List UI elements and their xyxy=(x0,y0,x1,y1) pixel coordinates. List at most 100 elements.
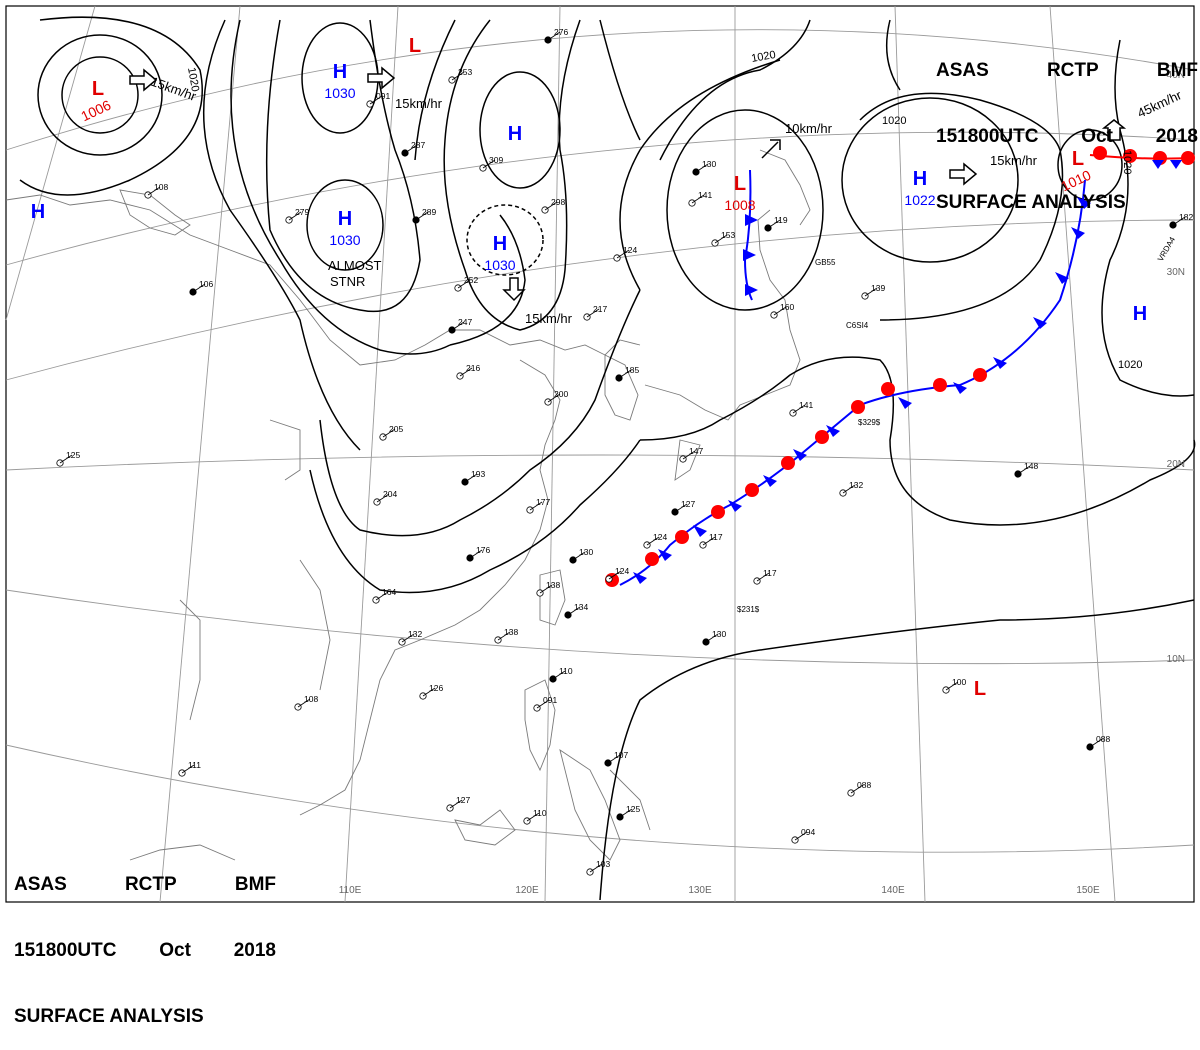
station-plot: 200 xyxy=(544,389,568,406)
wind-barb xyxy=(457,279,471,289)
wind-barb xyxy=(415,211,429,221)
header-station: RCTP xyxy=(124,874,177,895)
center-pressure: 1022 xyxy=(904,192,935,208)
cold-front-triangle xyxy=(1152,160,1164,169)
station-plot: 094 xyxy=(791,827,815,844)
high-symbol: H xyxy=(333,61,347,83)
almost-stationary-label: STNR xyxy=(330,274,365,289)
station-plot: 204 xyxy=(373,489,397,506)
high-symbol: H xyxy=(338,208,352,230)
warm-front xyxy=(1089,146,1195,169)
station-pressure: 298 xyxy=(551,197,565,207)
wind-barb xyxy=(544,201,558,211)
wind-barb xyxy=(382,428,396,438)
isobars xyxy=(19,16,1196,901)
cold-front-triangle xyxy=(658,549,672,561)
station-pressure: 160 xyxy=(780,302,794,312)
cold-front-triangle xyxy=(1055,272,1069,284)
wind-barb xyxy=(607,754,621,764)
station-plot: 117 xyxy=(699,532,723,549)
cold-front-triangle xyxy=(745,284,758,296)
station-pressure: 111 xyxy=(188,760,201,770)
station-plot: 176 xyxy=(466,545,490,562)
longitude-label: 110E xyxy=(339,885,362,896)
wind-barb xyxy=(792,404,806,414)
weather-map: 276 253 091 287 309 298 289 279 252 247 216 200 193 2… xyxy=(5,5,1196,903)
cold-front-triangle xyxy=(633,572,647,584)
station-pressure: 091 xyxy=(543,695,557,705)
header-month: Oct xyxy=(159,940,191,961)
station-pressure: 148 xyxy=(1024,461,1038,471)
wind-barb xyxy=(618,369,632,379)
isobar-label: 1020 xyxy=(750,49,776,65)
station-plot: 108 xyxy=(294,694,318,711)
latitude-label: 20N xyxy=(1167,459,1185,470)
station-plot: 100 xyxy=(942,677,966,694)
station-plot: 088 xyxy=(847,780,871,797)
header-station: RCTP xyxy=(1046,60,1099,81)
station-plot: 279 xyxy=(285,207,309,224)
station-plot: 124 xyxy=(613,245,637,262)
station-plot: 205 xyxy=(379,424,403,441)
header-year: 2018 xyxy=(1155,126,1198,147)
warm-front-bump xyxy=(781,456,795,470)
station-pressure: 125 xyxy=(626,804,640,814)
station-id-label: $231$ xyxy=(737,605,760,614)
station-pressure: 217 xyxy=(593,304,607,314)
wind-barb xyxy=(691,194,705,204)
wind-barb xyxy=(589,863,603,873)
header-agency: ASAS xyxy=(936,60,989,81)
station-pressure: 147 xyxy=(689,446,703,456)
cold-front-triangle xyxy=(693,525,707,537)
warm-front-bump xyxy=(881,382,895,396)
station-pressure: 182 xyxy=(1179,212,1193,222)
high-center: H 1022 xyxy=(904,168,935,208)
station-pressure: 138 xyxy=(546,580,560,590)
wind-barb xyxy=(449,799,463,809)
wind-barb xyxy=(464,473,478,483)
station-pressure: 205 xyxy=(389,424,403,434)
station-plot: 106 xyxy=(189,279,213,296)
longitude-label: 120E xyxy=(515,885,539,896)
station-plot: 253 xyxy=(448,67,472,84)
station-pressure: 177 xyxy=(536,497,550,507)
warm-front-bump xyxy=(1093,146,1107,160)
station-plot: 247 xyxy=(448,317,472,334)
station-pressure: 176 xyxy=(476,545,490,555)
station-plot: 164 xyxy=(372,587,396,604)
station-plot: 125 xyxy=(616,804,640,821)
isobar-label: 1020 xyxy=(882,115,906,127)
low-center: L xyxy=(409,35,421,57)
station-plot: 110 xyxy=(523,808,547,825)
center-pressure: 1030 xyxy=(484,257,515,273)
station-plot: 091 xyxy=(533,695,557,712)
station-plot: 309 xyxy=(479,155,503,172)
station-pressure: 252 xyxy=(464,275,478,285)
station-plot: 110 xyxy=(549,666,573,683)
station-plot: 298 xyxy=(541,197,565,214)
station-plot: 127 xyxy=(446,795,470,812)
station-plot: 182 xyxy=(1169,212,1193,229)
station-pressure: 134 xyxy=(574,602,588,612)
wind-barb xyxy=(616,249,630,259)
wind-barb xyxy=(1172,216,1186,226)
cold-front-triangle xyxy=(728,500,742,512)
header-time: 151800UTC xyxy=(936,126,1039,147)
low-symbol: L xyxy=(734,173,746,195)
station-pressure: 185 xyxy=(625,365,639,375)
high-symbol: H xyxy=(913,168,927,190)
isobar-label: 1020 xyxy=(185,66,201,92)
header-bottom: ASAS RCTP BMF 151800UTC Oct 2018 SURFACE ANA… xyxy=(14,830,276,1050)
latitude-label: 10N xyxy=(1167,654,1185,665)
station-pressure: 141 xyxy=(698,190,712,200)
wind-barb xyxy=(536,699,550,709)
wind-barb xyxy=(705,633,719,643)
station-pressure: 141 xyxy=(799,400,813,410)
warm-front-bump xyxy=(1123,149,1137,163)
isobar-label: 1020 xyxy=(1121,150,1133,174)
high-center: H 1030 xyxy=(324,61,355,101)
wind-barb xyxy=(864,287,878,297)
cold-front-triangle xyxy=(1170,160,1182,169)
wind-barb xyxy=(842,484,856,494)
